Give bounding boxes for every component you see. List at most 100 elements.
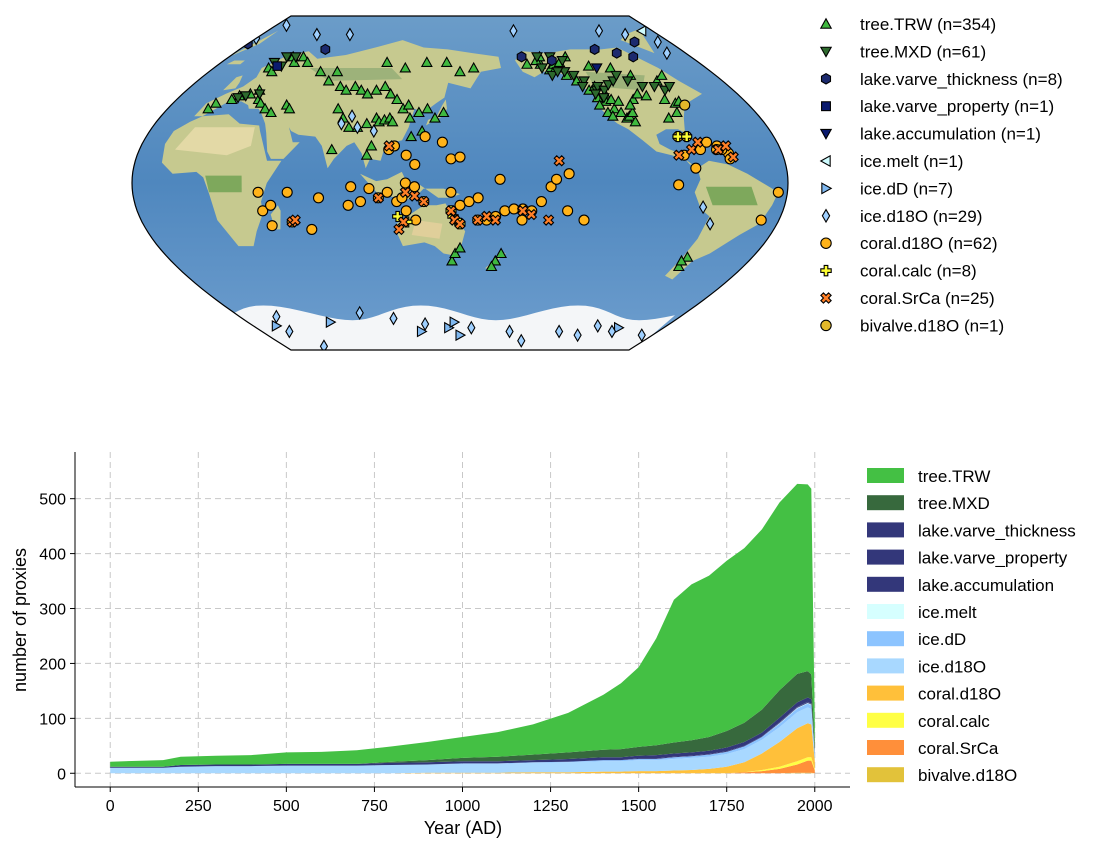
legend-swatch-tree-TRW bbox=[867, 468, 904, 483]
iceland-land bbox=[226, 60, 245, 65]
site-ice-d18O bbox=[272, 309, 281, 324]
x-tick-label: 500 bbox=[273, 798, 300, 815]
site-tree-TRW bbox=[402, 98, 415, 110]
x-tick-label: 2000 bbox=[797, 798, 833, 815]
site-tree-TRW bbox=[429, 111, 441, 123]
site-coral-d18O bbox=[701, 136, 713, 148]
site-coral-SrCa bbox=[408, 190, 421, 202]
site-tree-TRW bbox=[631, 87, 644, 99]
site-ice-d18O bbox=[353, 120, 362, 135]
legend-label: ice.d18O bbox=[918, 657, 986, 676]
chart-legend: tree.TRW tree.MXD lake.varve_thicknesslake… bbox=[867, 467, 1076, 785]
site-coral-d18O bbox=[454, 151, 466, 163]
legend-swatch-ice-dD bbox=[867, 631, 904, 647]
site-tree-MXD bbox=[546, 70, 559, 82]
site-ice-d18O bbox=[355, 305, 364, 320]
site-ice-d18O bbox=[345, 27, 355, 42]
legend-swatch-lake-varve_thickness bbox=[867, 522, 904, 538]
site-tree-TRW bbox=[365, 139, 378, 151]
legend-label: ice.dD (n=7) bbox=[860, 179, 953, 198]
site-tree-MXD bbox=[663, 81, 676, 93]
site-coral-d18O bbox=[363, 183, 375, 195]
site-tree-TRW bbox=[360, 117, 373, 129]
legend-marker-tree-MXD bbox=[819, 46, 833, 58]
site-lake-varve_property bbox=[272, 61, 283, 71]
site-ice-dD bbox=[416, 325, 428, 338]
site-tree-TRW bbox=[629, 115, 642, 127]
site-coral-d18O bbox=[400, 149, 412, 161]
site-coral-SrCa bbox=[692, 136, 704, 148]
legend-label: tree.MXD bbox=[918, 494, 990, 513]
site-coral-d18O bbox=[563, 168, 575, 180]
site-ice-d18O bbox=[337, 116, 346, 131]
world-map bbox=[131, 15, 789, 351]
legend-label: coral.calc bbox=[918, 712, 990, 731]
site-tree-TRW bbox=[391, 93, 403, 105]
site-coral-SrCa bbox=[399, 186, 412, 199]
legend-marker-coral-d18O bbox=[820, 237, 832, 249]
legend-swatch-coral-SrCa bbox=[867, 740, 904, 755]
legend-swatch-bivalve-d18O bbox=[867, 767, 904, 783]
site-tree-TRW bbox=[612, 95, 625, 106]
site-ice-d18O bbox=[509, 23, 518, 38]
site-tree-TRW bbox=[467, 61, 480, 73]
legend-swatch-lake-varve_property bbox=[867, 549, 904, 565]
madagascar-land bbox=[270, 205, 281, 230]
polar-ice bbox=[234, 27, 675, 350]
site-tree-TRW bbox=[314, 65, 327, 77]
site-tree-TRW bbox=[672, 260, 685, 272]
site-tree-TRW bbox=[399, 61, 412, 73]
legend-label: lake.varve_property bbox=[918, 549, 1068, 568]
x-tick-label: 1750 bbox=[709, 798, 745, 815]
site-tree-TRW bbox=[449, 247, 462, 259]
site-tree-TRW bbox=[437, 106, 450, 118]
site-tree-MXD bbox=[289, 52, 302, 63]
legend-label: ice.dD bbox=[918, 630, 966, 649]
legend-label: tree.MXD (n=61) bbox=[860, 42, 986, 61]
site-ice-d18O bbox=[319, 339, 329, 350]
site-tree-TRW bbox=[489, 254, 502, 266]
site-tree-TRW bbox=[446, 254, 458, 266]
legend-marker-lake-varve_property bbox=[821, 101, 831, 112]
legend-label: lake.varve_thickness bbox=[918, 521, 1076, 540]
area-ice-d18O bbox=[110, 707, 815, 774]
site-tree-TRW bbox=[342, 121, 355, 132]
site-tree-MXD bbox=[598, 85, 611, 97]
site-ice-d18O bbox=[705, 216, 715, 231]
site-coral-d18O bbox=[399, 177, 411, 189]
site-lake-varve_thickness bbox=[628, 51, 639, 63]
site-tree-TRW bbox=[265, 65, 278, 77]
site-tree-MXD bbox=[602, 80, 615, 91]
proxy-sites bbox=[202, 18, 784, 350]
site-tree-TRW bbox=[421, 102, 434, 114]
x-ticks: 0 250 500 750 1000 1250 1500 1750 2000 bbox=[106, 787, 833, 815]
site-tree-TRW bbox=[658, 93, 671, 105]
site-coral-d18O bbox=[409, 158, 421, 170]
site-ice-d18O bbox=[467, 320, 476, 335]
site-tree-TRW bbox=[384, 87, 397, 99]
site-ice-d18O bbox=[554, 324, 564, 339]
site-tree-TRW bbox=[615, 106, 627, 118]
site-ice-d18O bbox=[573, 328, 582, 343]
site-coral-d18O bbox=[281, 186, 293, 198]
y-tick-label: 300 bbox=[39, 602, 66, 619]
site-ice-d18O bbox=[312, 27, 322, 42]
site-coral-SrCa bbox=[553, 155, 565, 167]
site-coral-d18O bbox=[445, 153, 457, 165]
site-tree-TRW bbox=[259, 102, 271, 114]
site-tree-TRW bbox=[332, 102, 345, 114]
legend-label: lake.varve_thickness (n=8) bbox=[860, 70, 1063, 89]
legend-label: coral.d18O bbox=[918, 685, 1001, 704]
site-tree-TRW bbox=[593, 98, 606, 110]
site-coral-d18O bbox=[266, 220, 278, 232]
site-coral-SrCa bbox=[489, 214, 502, 226]
site-tree-TRW bbox=[495, 247, 508, 259]
legend-marker-ice-dD bbox=[821, 182, 833, 195]
site-tree-TRW bbox=[325, 143, 338, 155]
y-tick-label: 500 bbox=[39, 492, 66, 509]
site-ice-d18O bbox=[517, 333, 526, 348]
site-tree-TRW bbox=[412, 106, 425, 118]
site-coral-SrCa bbox=[393, 223, 405, 236]
site-tree-TRW bbox=[340, 84, 353, 95]
